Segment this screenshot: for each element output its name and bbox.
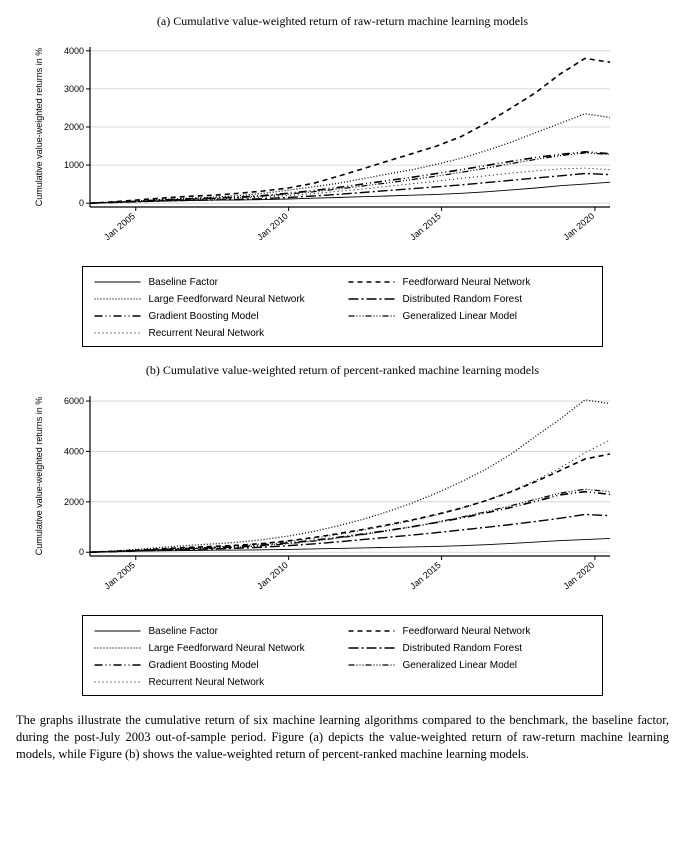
svg-text:Jan 2005: Jan 2005 — [102, 211, 137, 242]
svg-text:Large Feedforward Neural Netwo: Large Feedforward Neural Network — [148, 643, 305, 654]
svg-text:Jan 2010: Jan 2010 — [255, 211, 290, 242]
svg-text:Feedforward Neural Network: Feedforward Neural Network — [402, 277, 531, 288]
svg-text:Jan 2015: Jan 2015 — [408, 560, 443, 591]
svg-text:0: 0 — [79, 547, 84, 557]
svg-text:Recurrent Neural Network: Recurrent Neural Network — [148, 677, 265, 688]
svg-text:Feedforward Neural Network: Feedforward Neural Network — [402, 626, 531, 637]
legend-a: Baseline Factor Feedforward Neural Networ… — [10, 265, 675, 349]
svg-text:Cumulative value-weighted retu: Cumulative value-weighted returns in % — [34, 48, 44, 207]
svg-text:Baseline Factor: Baseline Factor — [148, 626, 218, 637]
svg-text:4000: 4000 — [64, 446, 84, 456]
chart-a-svg: 0 1000 2000 3000 4000 Jan 2005 Jan 2010 Jan 201… — [10, 37, 630, 252]
chart-b-svg: 0 2000 4000 6000 Jan 2005 Jan 2010 Jan 2015 Jan… — [10, 386, 630, 601]
svg-text:Generalized Linear Model: Generalized Linear Model — [402, 660, 517, 671]
svg-text:2000: 2000 — [64, 497, 84, 507]
svg-text:Gradient Boosting Model: Gradient Boosting Model — [148, 660, 258, 671]
svg-text:Distributed Random Forest: Distributed Random Forest — [402, 643, 522, 654]
svg-text:Large Feedforward Neural Netwo: Large Feedforward Neural Network — [148, 294, 305, 305]
svg-text:2000: 2000 — [64, 122, 84, 132]
svg-text:1000: 1000 — [64, 160, 84, 170]
svg-text:Jan 2020: Jan 2020 — [561, 211, 596, 242]
svg-text:3000: 3000 — [64, 84, 84, 94]
svg-text:Generalized Linear Model: Generalized Linear Model — [402, 311, 517, 322]
svg-text:Gradient Boosting Model: Gradient Boosting Model — [148, 311, 258, 322]
panel-a-chart: 0 1000 2000 3000 4000 Jan 2005 Jan 2010 Jan 201… — [10, 37, 675, 257]
svg-text:4000: 4000 — [64, 46, 84, 56]
svg-text:Distributed Random Forest: Distributed Random Forest — [402, 294, 522, 305]
figure-caption: The graphs illustrate the cumulative ret… — [16, 712, 669, 763]
legend-b-svg: Baseline Factor Feedforward Neural Networ… — [81, 614, 605, 698]
svg-text:Jan 2005: Jan 2005 — [102, 560, 137, 591]
svg-text:Recurrent Neural Network: Recurrent Neural Network — [148, 328, 265, 339]
legend-a-svg: Baseline Factor Feedforward Neural Networ… — [81, 265, 605, 349]
svg-text:0: 0 — [79, 198, 84, 208]
svg-text:Jan 2010: Jan 2010 — [255, 560, 290, 591]
svg-text:Cumulative value-weighted retu: Cumulative value-weighted returns in % — [34, 397, 44, 556]
svg-text:Jan 2020: Jan 2020 — [561, 560, 596, 591]
panel-b-chart: 0 2000 4000 6000 Jan 2005 Jan 2010 Jan 2015 Jan… — [10, 386, 675, 606]
panel-b-title: (b) Cumulative value-weighted return of … — [10, 363, 675, 378]
svg-text:Jan 2015: Jan 2015 — [408, 211, 443, 242]
svg-text:6000: 6000 — [64, 396, 84, 406]
legend-b: Baseline Factor Feedforward Neural Networ… — [10, 614, 675, 698]
svg-text:Baseline Factor: Baseline Factor — [148, 277, 218, 288]
panel-a-title: (a) Cumulative value-weighted return of … — [10, 14, 675, 29]
